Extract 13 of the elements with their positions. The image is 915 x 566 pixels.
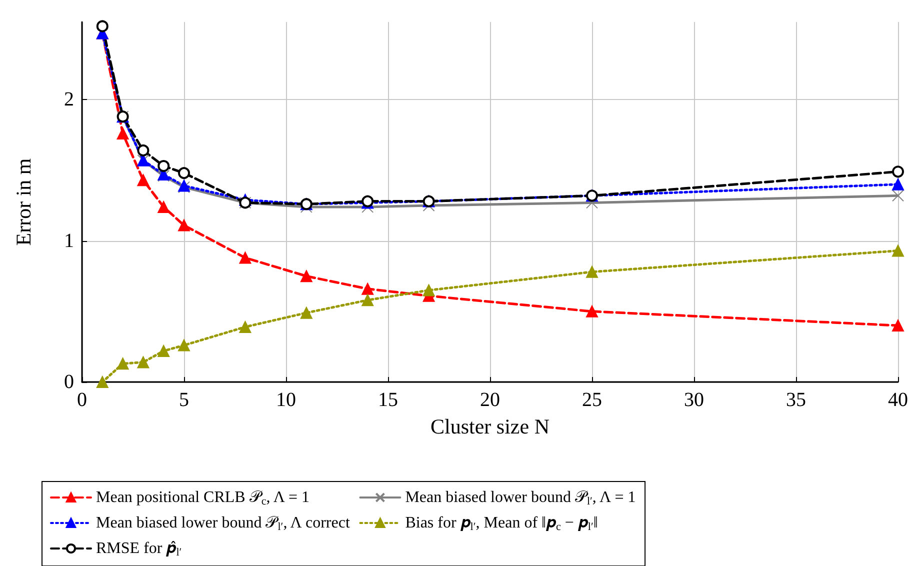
y-tick-label: 0 xyxy=(64,371,74,393)
y-tick-label: 1 xyxy=(64,230,74,252)
y-tick-label: 2 xyxy=(64,88,74,111)
x-tick-label: 10 xyxy=(276,389,296,411)
x-tick-label: 20 xyxy=(480,389,500,411)
x-axis-title: Cluster size N xyxy=(430,414,550,438)
y-axis-title: Error in m xyxy=(12,158,36,246)
x-tick-label: 40 xyxy=(888,389,908,411)
x-tick-label: 5 xyxy=(179,389,189,411)
x-tick-label: 25 xyxy=(582,389,602,411)
x-tick-label: 35 xyxy=(786,389,806,411)
x-tick-label: 30 xyxy=(684,389,704,411)
x-tick-label: 15 xyxy=(378,389,398,411)
